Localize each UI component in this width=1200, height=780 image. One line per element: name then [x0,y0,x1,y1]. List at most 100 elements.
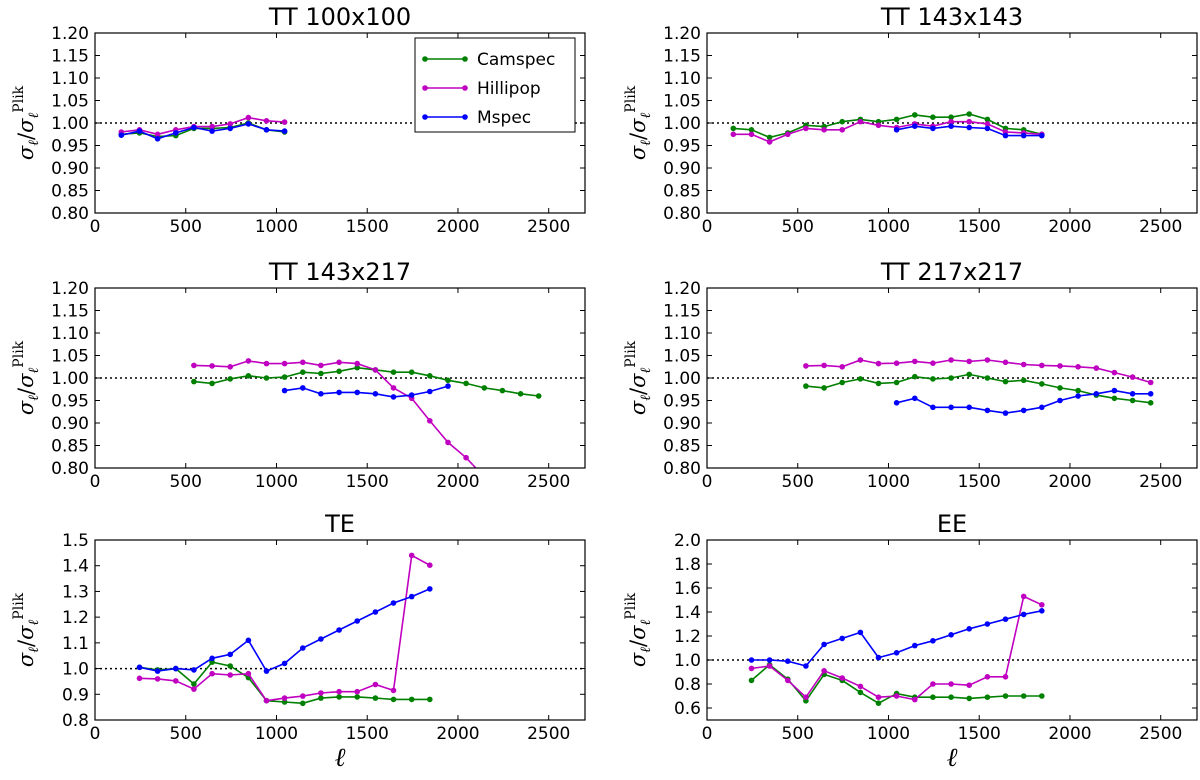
y-axis-label-part: ℓ [638,647,654,653]
data-point-hillipop [785,677,791,684]
legend-swatch-marker [462,114,468,120]
x-axis-label: ℓ [335,743,346,773]
data-point-hillipop [281,360,288,367]
y-tick-label: 1.05 [663,92,701,112]
y-tick-label: 0.85 [663,437,701,457]
data-point-mspec [803,663,809,669]
x-tick-label: 0 [90,472,101,492]
x-tick-label: 1500 [958,472,1001,492]
data-point-mspec [209,655,215,662]
y-axis-label-part: ℓ [26,113,42,119]
data-point-hillipop [1093,365,1100,371]
data-point-mspec [300,645,306,651]
x-tick-label: 1500 [346,724,389,744]
data-point-hillipop [209,363,215,369]
data-point-hillipop [227,121,233,127]
y-axis-label-part: ℓ [26,620,42,626]
data-point-mspec [966,124,972,131]
x-tick-label: 1000 [867,724,910,744]
series-line-camspec [733,113,1042,139]
data-point-hillipop [893,360,900,367]
data-point-camspec [445,377,451,384]
y-axis-label-part: / [626,132,650,140]
data-point-camspec [227,376,233,382]
data-point-hillipop [912,696,918,703]
data-point-hillipop [966,118,972,125]
y-tick-label: 1.10 [51,324,89,344]
y-tick-label: 0.95 [663,137,701,157]
data-point-hillipop [136,675,143,682]
data-point-hillipop [948,357,954,363]
data-point-hillipop [857,357,864,363]
data-point-mspec [427,388,433,395]
y-tick-label: 1.05 [51,347,89,367]
y-axis-label-part: σ [626,625,650,640]
legend-label: Hillipop [477,79,541,99]
data-point-camspec [912,373,918,380]
data-point-camspec [875,380,882,387]
legend-swatch-marker [462,85,468,91]
data-point-mspec [354,389,361,396]
data-point-mspec [318,391,324,397]
legend-swatch-marker [422,114,428,120]
y-axis-label-part: ℓ [638,140,654,146]
data-point-camspec [1002,693,1009,699]
y-axis-label-part: Plik [623,592,639,619]
data-point-mspec [1039,608,1045,614]
y-axis-label-part: σ [14,145,38,160]
data-point-hillipop [372,367,379,373]
panel-4: TE 0 500 1000 1500 2000 2500 0.8 0.9 1.0 1.1 1.2 1.3… [11,510,586,773]
y-axis-label-part: ℓ [26,647,42,653]
data-point-camspec [300,700,306,707]
y-tick-label: 1.6 [674,579,701,599]
data-point-mspec [118,132,125,138]
data-point-camspec [1129,397,1136,404]
data-point-mspec [766,657,773,663]
data-point-mspec [173,665,179,672]
y-tick-label: 1.05 [51,92,89,112]
data-point-camspec [354,694,361,700]
data-point-camspec [227,663,233,669]
data-point-hillipop [281,695,288,701]
y-axis-label: σℓ/σℓPlik [623,592,654,667]
data-point-hillipop [948,118,954,125]
data-point-hillipop [857,118,864,125]
data-point-mspec [136,664,143,671]
panel-5: EE 0 500 1000 1500 2000 2500 0.6 0.8 1.0 1.2 1.4 1.6… [623,510,1198,773]
x-tick-label: 2500 [1139,472,1182,492]
data-point-hillipop [748,665,755,672]
y-axis-label-part: / [14,132,38,140]
data-point-hillipop [318,362,324,369]
y-tick-label: 0.90 [663,159,701,179]
y-axis-label: σℓ/σℓPlik [11,85,42,160]
data-point-hillipop [875,694,882,700]
data-point-mspec [336,627,342,633]
data-point-hillipop [893,693,900,699]
data-point-mspec [390,394,397,400]
x-tick-label: 0 [90,724,101,744]
data-point-hillipop [875,122,882,129]
y-tick-label: 1.4 [674,603,701,623]
data-point-mspec [390,600,397,606]
y-tick-label: 2.0 [674,531,701,551]
data-point-hillipop [966,682,972,688]
data-point-camspec [930,694,936,700]
data-point-mspec [1020,611,1027,618]
data-point-camspec [966,371,972,378]
y-tick-label: 0.8 [62,711,89,731]
data-point-hillipop [263,697,270,704]
data-point-camspec [408,369,415,376]
y-tick-label: 0.80 [51,204,89,224]
data-point-camspec [930,376,936,382]
y-tick-label: 1.20 [51,24,89,44]
data-point-mspec [893,400,900,406]
data-point-hillipop [263,118,270,124]
data-point-hillipop [191,362,197,369]
data-point-camspec [1111,395,1118,402]
y-tick-label: 1.15 [663,302,701,322]
data-point-hillipop [263,360,270,367]
data-point-mspec [821,641,827,648]
data-point-mspec [984,407,991,414]
data-point-camspec [984,694,991,700]
